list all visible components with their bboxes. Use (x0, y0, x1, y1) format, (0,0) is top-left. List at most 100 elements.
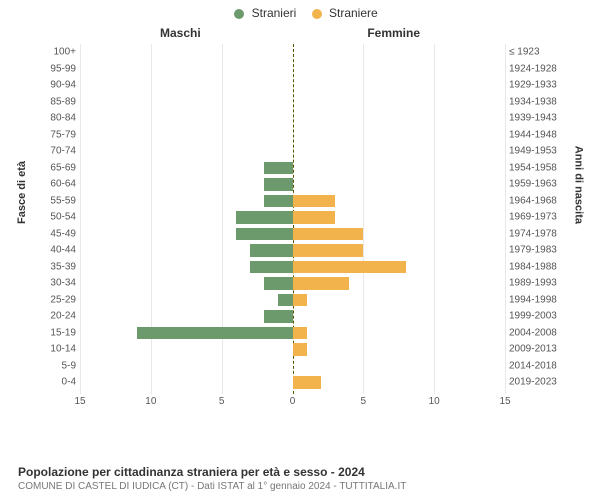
age-label: 95-99 (32, 63, 76, 74)
birth-year-label: 1964-1968 (509, 195, 575, 206)
age-label: 100+ (32, 47, 76, 58)
age-label: 5-9 (32, 360, 76, 371)
age-label: 55-59 (32, 195, 76, 206)
chart-row: 35-391984-1988 (80, 259, 505, 276)
age-label: 65-69 (32, 162, 76, 173)
legend: Stranieri Straniere (0, 0, 600, 20)
bar-male (250, 261, 293, 274)
chart-row: 80-841939-1943 (80, 110, 505, 127)
bar-female (293, 376, 321, 389)
birth-year-label: 1969-1973 (509, 212, 575, 223)
x-tick: 5 (219, 396, 225, 407)
chart: Maschi Femmine Fasce di età Anni di nasc… (20, 24, 580, 424)
footer: Popolazione per cittadinanza straniera p… (18, 465, 582, 492)
gender-title-f: Femmine (367, 26, 420, 40)
birth-year-label: 1924-1928 (509, 63, 575, 74)
bar-male (264, 310, 292, 323)
chart-row: 55-591964-1968 (80, 193, 505, 210)
age-label: 80-84 (32, 113, 76, 124)
birth-year-label: 2019-2023 (509, 377, 575, 388)
age-label: 40-44 (32, 245, 76, 256)
y-axis-label-left: Fasce di età (16, 161, 28, 224)
birth-year-label: 2014-2018 (509, 360, 575, 371)
chart-row: 90-941929-1933 (80, 77, 505, 94)
age-label: 10-14 (32, 344, 76, 355)
chart-row: 95-991924-1928 (80, 61, 505, 78)
x-tick: 10 (145, 396, 156, 407)
bar-female (293, 294, 307, 307)
age-label: 35-39 (32, 261, 76, 272)
birth-year-label: 1944-1948 (509, 129, 575, 140)
birth-year-label: 1949-1953 (509, 146, 575, 157)
age-label: 0-4 (32, 377, 76, 388)
bar-male (264, 195, 292, 208)
bar-female (293, 327, 307, 340)
chart-row: 75-791944-1948 (80, 127, 505, 144)
chart-row: 10-142009-2013 (80, 341, 505, 358)
bar-male (264, 162, 292, 175)
birth-year-label: 1939-1943 (509, 113, 575, 124)
chart-row: 50-541969-1973 (80, 209, 505, 226)
bar-female (293, 261, 406, 274)
birth-year-label: 1929-1933 (509, 80, 575, 91)
chart-row: 0-42019-2023 (80, 374, 505, 391)
birth-year-label: 1999-2003 (509, 311, 575, 322)
age-label: 50-54 (32, 212, 76, 223)
bar-female (293, 195, 336, 208)
chart-row: 40-441979-1983 (80, 242, 505, 259)
x-tick: 5 (361, 396, 367, 407)
bar-female (293, 244, 364, 257)
bar-female (293, 228, 364, 241)
bar-male (250, 244, 293, 257)
birth-year-label: 1979-1983 (509, 245, 575, 256)
x-axis: 15105051015 (80, 396, 505, 412)
age-label: 30-34 (32, 278, 76, 289)
chart-row: 5-92014-2018 (80, 358, 505, 375)
birth-year-label: 2009-2013 (509, 344, 575, 355)
legend-swatch-m (234, 9, 244, 19)
x-tick: 15 (499, 396, 510, 407)
birth-year-label: 1934-1938 (509, 96, 575, 107)
x-tick: 10 (429, 396, 440, 407)
bar-female (293, 343, 307, 356)
legend-label-f: Straniere (329, 6, 378, 20)
chart-row: 100+≤ 1923 (80, 44, 505, 61)
x-tick: 0 (290, 396, 296, 407)
bar-female (293, 277, 350, 290)
chart-title: Popolazione per cittadinanza straniera p… (18, 465, 582, 479)
birth-year-label: 1954-1958 (509, 162, 575, 173)
birth-year-label: 1974-1978 (509, 228, 575, 239)
chart-row: 30-341989-1993 (80, 275, 505, 292)
gridline (505, 44, 506, 394)
bar-female (293, 211, 336, 224)
bar-male (137, 327, 293, 340)
x-tick: 15 (74, 396, 85, 407)
age-label: 20-24 (32, 311, 76, 322)
birth-year-label: 1994-1998 (509, 294, 575, 305)
age-label: 25-29 (32, 294, 76, 305)
chart-row: 60-641959-1963 (80, 176, 505, 193)
bar-male (236, 228, 293, 241)
bar-male (236, 211, 293, 224)
chart-row: 70-741949-1953 (80, 143, 505, 160)
birth-year-label: 1984-1988 (509, 261, 575, 272)
age-label: 45-49 (32, 228, 76, 239)
age-label: 60-64 (32, 179, 76, 190)
age-label: 70-74 (32, 146, 76, 157)
chart-row: 25-291994-1998 (80, 292, 505, 309)
plot-area: 100+≤ 192395-991924-192890-941929-193385… (80, 44, 505, 394)
legend-swatch-f (312, 9, 322, 19)
bar-male (278, 294, 292, 307)
chart-row: 45-491974-1978 (80, 226, 505, 243)
age-label: 15-19 (32, 327, 76, 338)
legend-label-m: Stranieri (252, 6, 297, 20)
birth-year-label: 1959-1963 (509, 179, 575, 190)
chart-row: 15-192004-2008 (80, 325, 505, 342)
age-label: 85-89 (32, 96, 76, 107)
age-label: 75-79 (32, 129, 76, 140)
bar-male (264, 277, 292, 290)
bar-male (264, 178, 292, 191)
chart-row: 20-241999-2003 (80, 308, 505, 325)
birth-year-label: ≤ 1923 (509, 47, 575, 58)
chart-row: 85-891934-1938 (80, 94, 505, 111)
